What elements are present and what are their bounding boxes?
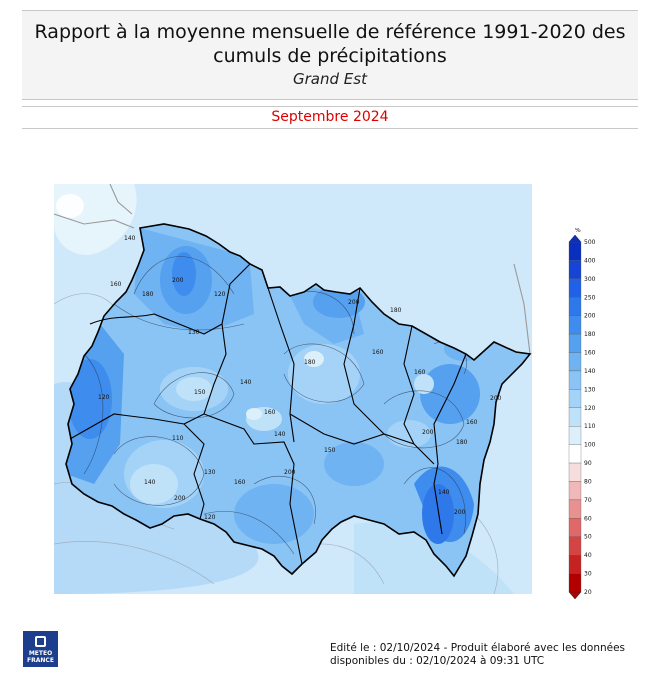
legend-color-band	[568, 555, 582, 574]
legend-color-band	[568, 315, 582, 335]
title-banner: Rapport à la moyenne mensuelle de référe…	[22, 10, 638, 100]
legend-tick-label: 300	[584, 276, 596, 283]
legend-tick-label: 70	[584, 497, 592, 504]
title-line-1: Rapport à la moyenne mensuelle de référe…	[34, 21, 626, 43]
contour-label: 120	[98, 394, 110, 401]
contour-label: 120	[214, 291, 226, 298]
logo-text-2: FRANCE	[27, 657, 54, 664]
contour-label: 160	[372, 349, 384, 356]
logo-symbol-icon	[35, 636, 46, 647]
contour-label: 180	[390, 307, 402, 314]
legend-color-band	[568, 462, 582, 482]
legend-bars	[568, 234, 582, 600]
period-banner: Septembre 2024	[22, 106, 638, 129]
legend-unit: %	[575, 228, 581, 234]
contour-label: 120	[204, 514, 216, 521]
legend-tick-label: 60	[584, 515, 592, 522]
contour-label: 150	[324, 447, 336, 454]
contour-label: 160	[414, 369, 426, 376]
contour-label: 200	[284, 469, 296, 476]
contour-labels: 140 160 180 200 120 130 150 140 160 180 200 160 140 1…	[98, 235, 502, 521]
legend-top-arrow	[568, 234, 582, 243]
legend-tick-label: 160	[584, 350, 596, 357]
legend-tick-label: 400	[584, 257, 596, 264]
legend-tick-label: 50	[584, 534, 592, 541]
contour-label: 200	[172, 277, 184, 284]
precipitation-map: 140 160 180 200 120 130 150 140 160 180 200 160 140 1…	[53, 183, 532, 595]
legend-color-band	[568, 499, 582, 519]
contour-label: 140	[240, 379, 252, 386]
legend-ticks: 500 400 300 250 200 180 160 140 130 120 110 100 90 80…	[584, 239, 596, 596]
legend-tick-label: 250	[584, 294, 596, 301]
contour-label: 200	[490, 395, 502, 402]
legend-tick-label: 140	[584, 368, 596, 375]
legend-tick-label: 200	[584, 313, 596, 320]
meteo-france-logo: METEO FRANCE	[23, 631, 58, 667]
legend-tick-label: 20	[584, 589, 592, 596]
contour-label: 130	[188, 329, 200, 336]
title-line-2: cumuls de précipitations	[213, 45, 447, 67]
legend-tick-label: 120	[584, 405, 596, 412]
legend-tick-label: 30	[584, 571, 592, 578]
footer-info: Edité le : 02/10/2024 - Produit élaboré …	[330, 642, 650, 668]
footer-edit-date: Edité le : 02/10/2024 - Produit élaboré …	[330, 642, 626, 654]
contour-label: 140	[144, 479, 156, 486]
contour-label: 140	[124, 235, 136, 242]
contour-label: 200	[174, 495, 186, 502]
contour-label: 160	[234, 479, 246, 486]
country-borders	[53, 183, 531, 355]
legend-bottom-arrow	[568, 591, 582, 600]
legend-color-band	[568, 389, 582, 408]
contour-label: 140	[274, 431, 286, 438]
legend-color-band	[568, 536, 582, 556]
legend-color-band	[568, 241, 582, 261]
logo-text-1: METEO	[28, 650, 53, 657]
legend-color-band	[568, 481, 582, 501]
contour-label: 180	[142, 291, 154, 298]
contour-label: 200	[348, 299, 360, 306]
contour-label: 160	[466, 419, 478, 426]
contour-label: 180	[456, 439, 468, 446]
period-label: Septembre 2024	[271, 109, 389, 125]
region-outline	[65, 223, 532, 578]
legend-color-band	[568, 278, 582, 298]
legend-color-band	[568, 426, 582, 445]
legend-tick-label: 500	[584, 239, 596, 246]
contour-label: 200	[454, 509, 466, 516]
contour-label: 130	[204, 469, 216, 476]
legend-svg: % 500 400 300 250 200 180 160 140 130 120 110 100 90…	[568, 227, 596, 600]
color-legend: % 500 400 300 250 200 180 160 140 130 120 110 100 90…	[562, 227, 602, 600]
legend-tick-label: 130	[584, 386, 596, 393]
legend-color-band	[568, 352, 582, 372]
legend-tick-label: 100	[584, 442, 596, 449]
legend-tick-label: 40	[584, 552, 592, 559]
legend-color-band	[568, 573, 582, 593]
legend-color-band	[568, 297, 582, 316]
contour-label: 150	[194, 389, 206, 396]
contour-label: 180	[304, 359, 316, 366]
outer-field-se	[354, 522, 514, 594]
legend-tick-label: 180	[584, 331, 596, 338]
contour-label: 160	[264, 409, 276, 416]
legend-color-band	[568, 518, 582, 537]
legend-tick-label: 90	[584, 460, 592, 467]
legend-color-band	[568, 370, 582, 390]
legend-tick-label: 110	[584, 423, 596, 430]
legend-color-band	[568, 407, 582, 427]
contour-label: 200	[422, 429, 434, 436]
contour-label: 110	[172, 435, 184, 442]
legend-tick-label: 80	[584, 478, 592, 485]
outer-field-white-spot	[56, 194, 84, 218]
legend-color-band	[568, 333, 582, 353]
footer-data-date: disponibles du : 02/10/2024 à 09:31 UTC	[330, 655, 545, 667]
contour-label: 160	[110, 281, 122, 288]
legend-color-band	[568, 260, 582, 279]
legend-color-band	[568, 444, 582, 464]
region-name: Grand Est	[293, 70, 367, 88]
contour-label: 140	[438, 489, 450, 496]
map-svg: 140 160 180 200 120 130 150 140 160 180 200 160 140 1…	[53, 183, 532, 595]
